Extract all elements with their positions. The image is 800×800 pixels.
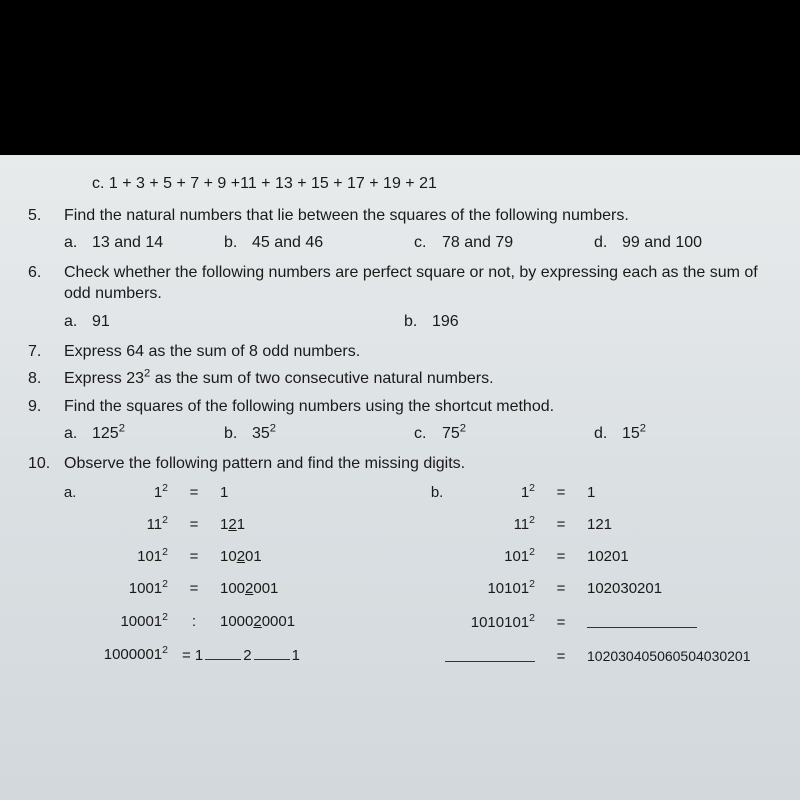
item-4c-text: c. 1 + 3 + 5 + 7 + 9 +11 + 13 + 15 + 17 … (92, 175, 437, 192)
q6-body: Check whether the following numbers are … (64, 262, 772, 335)
q10a-r4: 10012 = 1002001 (38, 579, 405, 599)
item-4c: c. 1 + 3 + 5 + 7 + 9 +11 + 13 + 15 + 17 … (92, 173, 772, 195)
q8-number: 8. (28, 368, 64, 390)
q10a-r5: 100012 : 100020001 (38, 612, 405, 632)
q9-body: Find the squares of the following number… (64, 396, 772, 447)
q5-opt-a: a. 13 and 14 (64, 232, 224, 254)
q5-text: Find the natural numbers that lie betwee… (64, 205, 772, 227)
question-10: 10. Observe the following pattern and fi… (28, 453, 772, 475)
q6-opt-a: a. 91 (64, 311, 404, 333)
q6-number: 6. (28, 262, 64, 284)
question-6: 6. Check whether the following numbers a… (28, 262, 772, 335)
q10a-r6: 10000012 = 121 (38, 644, 405, 666)
q10a-r1: a.12 = 1 (38, 483, 405, 503)
q5-options: a. 13 and 14 b. 45 and 46 c. 78 and 79 d… (64, 232, 772, 254)
q6-options: a. 91 b. 196 (64, 311, 772, 333)
q9-opt-c: c. 752 (414, 423, 594, 445)
q9-options: a. 1252 b. 352 c. 752 d. 152 (64, 423, 772, 445)
q5-number: 5. (28, 205, 64, 227)
q10b-r4: 101012 = 102030201 (405, 579, 772, 599)
blank-input[interactable] (254, 644, 290, 660)
question-9: 9. Find the squares of the following num… (28, 396, 772, 447)
q7-number: 7. (28, 341, 64, 363)
q10b-r5: 10101012 = (405, 612, 772, 634)
q10-col-b: b.12 = 1 112 = 121 1012 = 10201 101012 =… (405, 483, 772, 681)
q10-number: 10. (28, 453, 64, 475)
q10-text: Observe the following pattern and find t… (64, 453, 772, 475)
q9-opt-a: a. 1252 (64, 423, 224, 445)
q9-opt-b: b. 352 (224, 423, 414, 445)
q5-opt-d: d. 99 and 100 (594, 232, 772, 254)
question-5: 5. Find the natural numbers that lie bet… (28, 205, 772, 256)
q5-opt-c: c. 78 and 79 (414, 232, 594, 254)
blank-input[interactable] (205, 644, 241, 660)
q8-text: Express 232 as the sum of two consecutiv… (64, 368, 772, 390)
question-8: 8. Express 232 as the sum of two consecu… (28, 368, 772, 390)
q10a-r2: 112 = 121 (38, 515, 405, 535)
q9-text: Find the squares of the following number… (64, 396, 772, 418)
q10a-r3: 1012 = 10201 (38, 547, 405, 567)
q10b-r6: = 102030405060504030201 (405, 646, 772, 668)
q5-opt-b: b. 45 and 46 (224, 232, 414, 254)
blank-input[interactable] (587, 612, 697, 628)
question-7: 7. Express 64 as the sum of 8 odd number… (28, 341, 772, 363)
q10b-r1: b.12 = 1 (405, 483, 772, 503)
q10b-r3: 1012 = 10201 (405, 547, 772, 567)
q9-number: 9. (28, 396, 64, 418)
q7-text: Express 64 as the sum of 8 odd numbers. (64, 341, 772, 363)
q6-opt-b: b. 196 (404, 311, 772, 333)
blank-input[interactable] (445, 646, 535, 662)
worksheet-page: c. 1 + 3 + 5 + 7 + 9 +11 + 13 + 15 + 17 … (0, 155, 800, 800)
q10b-r2: 112 = 121 (405, 515, 772, 535)
q5-body: Find the natural numbers that lie betwee… (64, 205, 772, 256)
q6-text: Check whether the following numbers are … (64, 262, 772, 305)
q10-patterns: a.12 = 1 112 = 121 1012 = 10201 10012 = … (38, 483, 772, 681)
q9-opt-d: d. 152 (594, 423, 772, 445)
q10-col-a: a.12 = 1 112 = 121 1012 = 10201 10012 = … (38, 483, 405, 681)
